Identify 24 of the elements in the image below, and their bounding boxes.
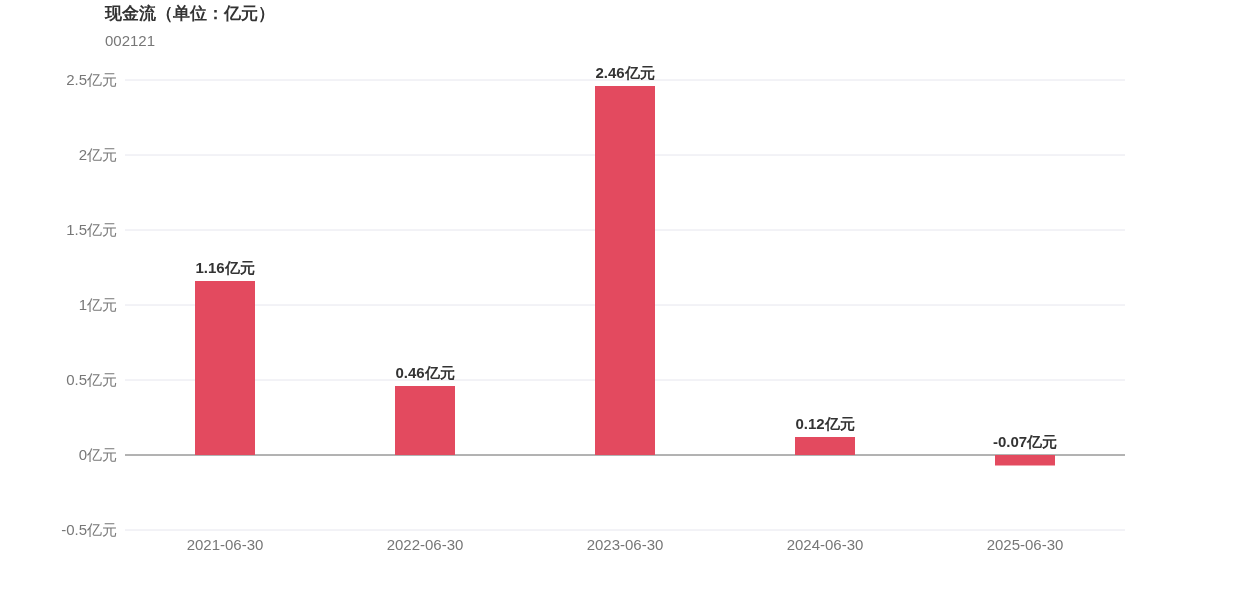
x-tick-label: 2024-06-30 bbox=[786, 536, 864, 553]
bar bbox=[595, 86, 655, 455]
y-tick-label: 0.5亿元 bbox=[66, 371, 117, 388]
chart-subtitle: 002121 bbox=[105, 32, 156, 49]
y-tick-label: 1亿元 bbox=[78, 296, 117, 313]
data-label: 2.46亿元 bbox=[595, 64, 655, 81]
data-label: 0.12亿元 bbox=[795, 415, 855, 432]
bar bbox=[995, 455, 1055, 466]
bar bbox=[395, 386, 455, 455]
y-tick-label: 0亿元 bbox=[78, 446, 117, 463]
data-label: -0.07亿元 bbox=[992, 433, 1058, 450]
y-tick-label: 2.5亿元 bbox=[66, 71, 117, 88]
data-label: 1.16亿元 bbox=[195, 259, 255, 276]
chart-title: 现金流（单位：亿元） bbox=[104, 4, 275, 23]
data-label: 0.46亿元 bbox=[395, 364, 455, 381]
x-tick-label: 2025-06-30 bbox=[986, 536, 1064, 553]
bar bbox=[195, 281, 255, 455]
y-tick-label: 2亿元 bbox=[78, 146, 117, 163]
y-tick-label: -0.5亿元 bbox=[61, 521, 117, 538]
x-tick-label: 2022-06-30 bbox=[386, 536, 464, 553]
x-tick-label: 2023-06-30 bbox=[586, 536, 664, 553]
x-tick-label: 2021-06-30 bbox=[186, 536, 264, 553]
bar bbox=[795, 437, 855, 455]
y-tick-label: 1.5亿元 bbox=[66, 221, 117, 238]
